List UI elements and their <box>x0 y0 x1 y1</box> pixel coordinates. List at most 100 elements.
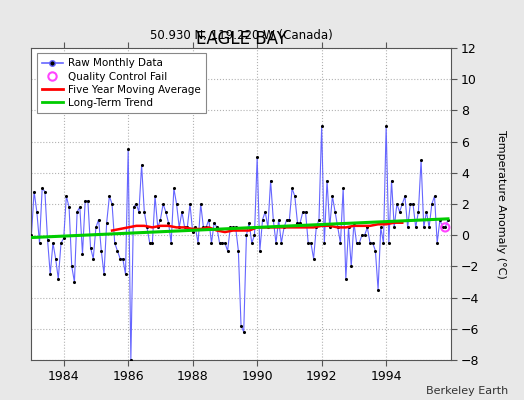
Point <box>170 185 178 192</box>
Point <box>401 193 409 199</box>
Point <box>371 248 379 254</box>
Point <box>89 255 97 262</box>
Point <box>304 240 312 246</box>
Point <box>140 209 148 215</box>
Point <box>331 209 340 215</box>
Point <box>232 224 240 230</box>
Point <box>46 271 54 278</box>
Point <box>161 209 170 215</box>
Point <box>275 216 283 223</box>
Point <box>146 240 154 246</box>
Point <box>387 177 396 184</box>
Point <box>100 271 108 278</box>
Point <box>127 357 135 363</box>
Point <box>328 193 336 199</box>
Point <box>143 224 151 230</box>
Point <box>291 193 299 199</box>
Point <box>296 220 304 226</box>
Point <box>183 224 191 230</box>
Point <box>221 240 229 246</box>
Point <box>113 248 122 254</box>
Point <box>350 220 358 226</box>
Point <box>277 240 286 246</box>
Point <box>441 224 450 230</box>
Point <box>65 204 73 210</box>
Point <box>229 224 237 230</box>
Point <box>191 224 200 230</box>
Point <box>103 220 111 226</box>
Point <box>86 244 95 251</box>
Point <box>433 240 441 246</box>
Point <box>382 123 390 129</box>
Point <box>285 216 293 223</box>
Point <box>151 193 159 199</box>
Point <box>363 224 372 230</box>
Point <box>392 201 401 207</box>
Point <box>256 248 264 254</box>
Point <box>137 162 146 168</box>
Point <box>122 271 130 278</box>
Point <box>258 216 267 223</box>
Point <box>68 263 76 270</box>
Text: Berkeley Earth: Berkeley Earth <box>426 386 508 396</box>
Point <box>299 209 307 215</box>
Point <box>247 240 256 246</box>
Point <box>49 240 57 246</box>
Point <box>336 240 345 246</box>
Point <box>312 224 321 230</box>
Point <box>269 216 278 223</box>
Point <box>339 185 347 192</box>
Point <box>51 255 60 262</box>
Point <box>213 224 221 230</box>
Point <box>43 237 52 243</box>
Point <box>167 240 176 246</box>
Point <box>148 240 157 246</box>
Point <box>344 224 353 230</box>
Point <box>208 240 216 246</box>
Point <box>156 216 165 223</box>
Point <box>154 224 162 230</box>
Point <box>352 240 361 246</box>
Point <box>379 240 388 246</box>
Point <box>368 240 377 246</box>
Point <box>81 198 90 204</box>
Point <box>444 216 452 223</box>
Point <box>105 193 114 199</box>
Point <box>318 123 326 129</box>
Point <box>293 220 302 226</box>
Point <box>135 209 143 215</box>
Point <box>223 248 232 254</box>
Title: EAGLE BAY: EAGLE BAY <box>195 30 287 48</box>
Point <box>266 177 275 184</box>
Point <box>226 224 235 230</box>
Point <box>159 201 167 207</box>
Point <box>57 240 65 246</box>
Point <box>361 232 369 238</box>
Point <box>301 209 310 215</box>
Point <box>425 224 433 230</box>
Point <box>54 276 62 282</box>
Point <box>30 188 38 195</box>
Point <box>325 224 334 230</box>
Point <box>189 229 197 235</box>
Y-axis label: Temperature Anomaly (°C): Temperature Anomaly (°C) <box>496 130 506 278</box>
Point <box>282 216 291 223</box>
Point <box>280 224 288 230</box>
Point <box>309 255 318 262</box>
Point <box>202 224 210 230</box>
Point <box>422 209 431 215</box>
Point <box>409 201 417 207</box>
Point <box>261 209 269 215</box>
Point <box>97 248 105 254</box>
Point <box>70 279 79 285</box>
Point <box>186 201 194 207</box>
Point <box>242 232 250 238</box>
Point <box>377 224 385 230</box>
Point <box>406 201 414 207</box>
Text: 50.930 N, 119.220 W (Canada): 50.930 N, 119.220 W (Canada) <box>150 29 332 42</box>
Point <box>342 276 350 282</box>
Point <box>347 263 355 270</box>
Point <box>264 224 272 230</box>
Point <box>420 224 428 230</box>
Point <box>272 240 280 246</box>
